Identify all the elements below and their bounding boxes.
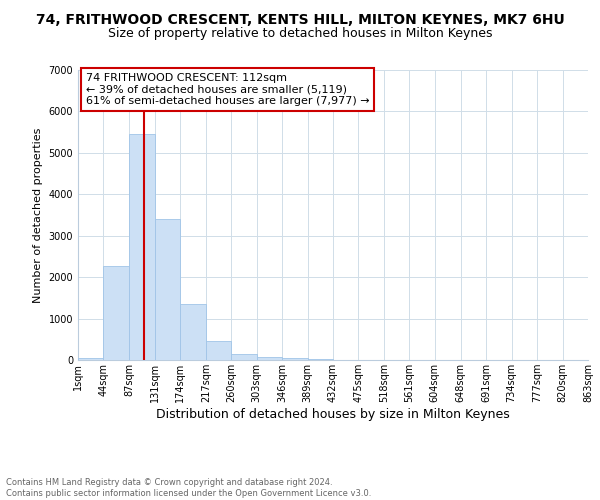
Bar [155, 219, 181, 360]
Text: Size of property relative to detached houses in Milton Keynes: Size of property relative to detached ho… [108, 28, 492, 40]
Bar [129, 134, 155, 360]
Text: Contains HM Land Registry data © Crown copyright and database right 2024.
Contai: Contains HM Land Registry data © Crown c… [6, 478, 371, 498]
Bar [257, 356, 282, 360]
Bar [103, 266, 129, 360]
X-axis label: Distribution of detached houses by size in Milton Keynes: Distribution of detached houses by size … [156, 408, 510, 421]
Text: 74, FRITHWOOD CRESCENT, KENTS HILL, MILTON KEYNES, MK7 6HU: 74, FRITHWOOD CRESCENT, KENTS HILL, MILT… [35, 12, 565, 26]
Bar [231, 354, 257, 360]
Bar [282, 358, 308, 360]
Bar [181, 304, 206, 360]
Y-axis label: Number of detached properties: Number of detached properties [33, 128, 43, 302]
Bar [308, 359, 333, 360]
Bar [206, 342, 231, 360]
Text: 74 FRITHWOOD CRESCENT: 112sqm
← 39% of detached houses are smaller (5,119)
61% o: 74 FRITHWOOD CRESCENT: 112sqm ← 39% of d… [86, 73, 369, 106]
Bar [78, 358, 103, 360]
